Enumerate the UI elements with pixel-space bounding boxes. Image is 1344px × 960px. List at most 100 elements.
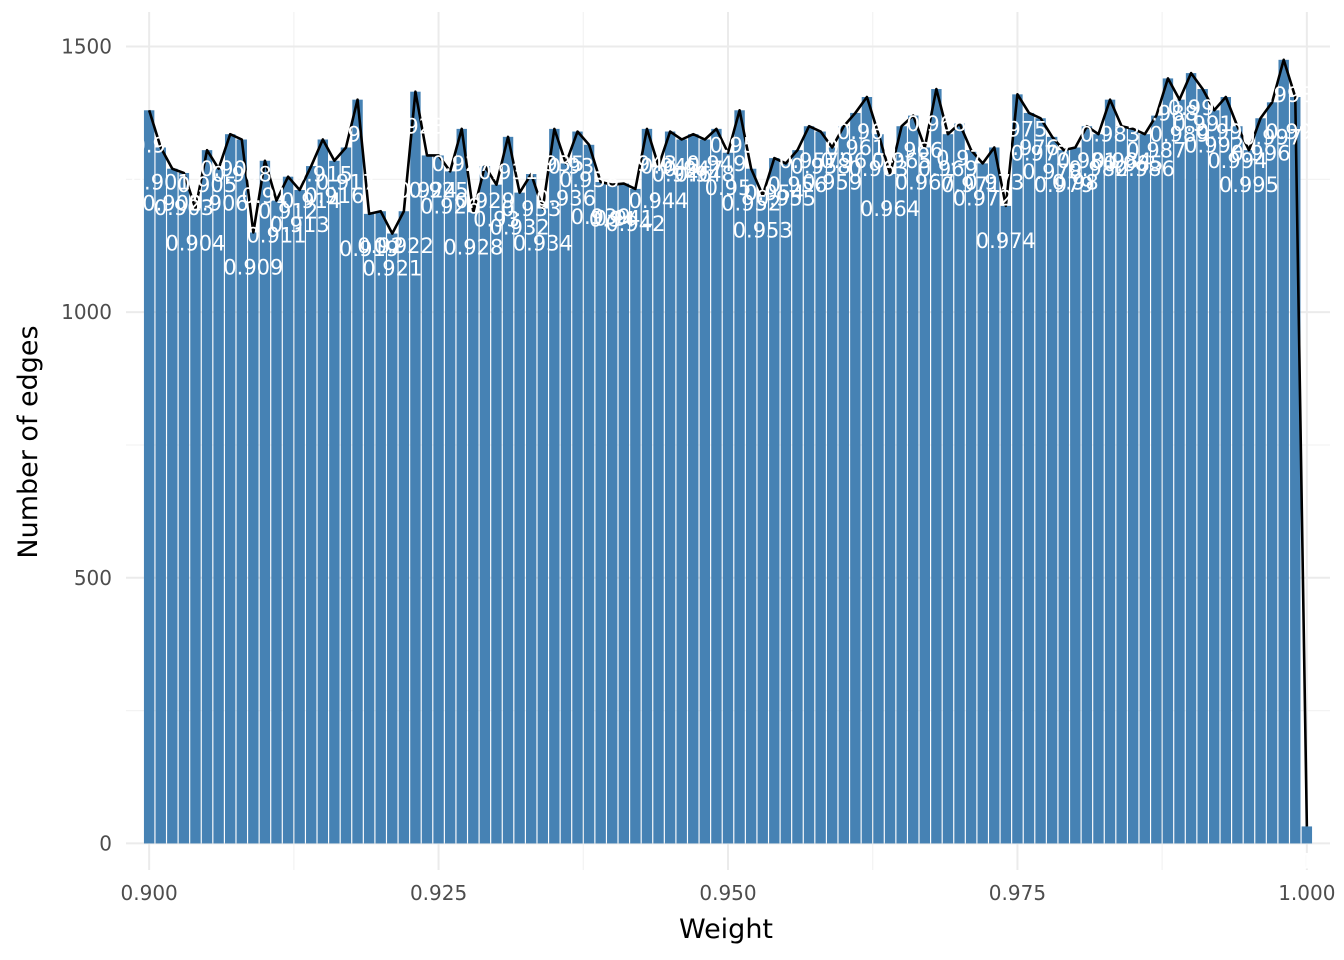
bar-label: 0.978 [1022,160,1082,184]
bar-label: 0.966 [883,139,943,163]
bar-label: 0.975 [987,117,1047,141]
bar [213,168,224,844]
bar [502,136,514,844]
bar [259,160,271,844]
bar [757,195,768,844]
bar [850,112,861,844]
bar-label: 0.94 [589,208,636,232]
x-axis-ticks: 0.900 0.925 0.950 0.975 1.000 [121,881,1336,905]
x-tick-label: 0.925 [410,881,467,905]
bar-label: 0.947 [663,157,723,181]
bar-label: 0.949 [686,152,746,176]
bar-label: 0.931 [478,160,538,184]
bar [1116,126,1127,844]
bar [410,91,421,844]
bar-label: 0.935 [524,152,584,176]
bar [352,99,363,844]
bar [398,211,410,844]
bar [965,150,977,844]
bar [630,188,641,844]
bar [1000,205,1012,844]
bar-label: 0.994 [1207,149,1267,173]
bar-label: 0.939 [571,205,631,229]
bar [282,176,294,844]
bar [1081,126,1093,844]
bar [1151,115,1162,844]
bar-label: 0.951 [710,133,770,157]
bar [664,131,676,844]
bar [1278,59,1289,844]
bar [1243,150,1255,844]
bar [908,115,919,844]
bar-label: 0.913 [270,213,330,237]
bar-label: 0.938 [559,168,619,192]
bar-label: 0.955 [756,186,816,210]
bar [1301,826,1313,844]
bar [826,147,838,844]
bar-label: 0.948 [675,163,735,187]
bar-label: 0.91 [242,184,289,208]
bar-label: 0.944 [628,189,688,213]
bar-label: 0.902 [142,192,202,216]
bar [363,213,375,844]
bar [688,134,699,844]
bar [954,123,965,844]
bar-label: 0.911 [246,224,306,248]
bar [769,158,780,844]
bar [1162,78,1174,844]
bar-label: 0.942 [605,212,665,236]
bar-label: 0.95 [705,176,752,200]
bar-label: 0.921 [362,257,422,281]
bar-label: 0.93 [473,208,520,232]
bar [1290,97,1301,844]
bar-label: 0.961 [825,136,885,160]
bar-label: 0.912 [258,200,318,224]
bar [1070,147,1081,844]
bar-label: 0.973 [964,170,1024,194]
bar [977,163,988,844]
bar-label: 0.952 [721,192,781,216]
bar [641,128,653,844]
bar-label: 0.979 [1034,173,1094,197]
bar [676,139,687,844]
bar [1185,73,1197,844]
bar [549,128,560,844]
bar-labels-layer: 0.90.9010.9020.9030.9040.9050.9060.9070.… [131,83,1326,874]
bar-label: 0.943 [617,152,677,176]
bar [329,160,340,844]
bar-label: 0.907 [200,157,260,181]
bar-label: 0.957 [779,149,839,173]
bar [861,97,873,844]
bar-label: 0.97 [936,147,983,171]
bar [1023,112,1035,844]
bar [514,192,525,844]
bar [271,200,282,844]
x-tick-label: 1.000 [1278,881,1335,905]
bar-label: 0.918 [327,123,387,147]
bar-label: 0.915 [293,163,353,187]
bar-label: 0.925 [409,178,469,202]
bar [444,171,456,844]
count-trend-line [147,58,1309,827]
bar [815,131,826,844]
bar-label: 1 [1300,849,1313,873]
bar [1139,134,1150,844]
bar-label: 0.934 [513,232,573,256]
bar [873,134,884,844]
bar-label: 0.995 [1219,173,1279,197]
bar [884,174,896,844]
bar [560,163,572,844]
bar-label: 0.9 [132,133,165,157]
bar-label: 0.936 [536,186,596,210]
bar-label: 0.929 [455,189,515,213]
y-axis-title: Number of edges [13,325,44,558]
bar [583,144,595,844]
bar-label: 0.932 [490,216,550,240]
bar [1266,102,1278,844]
bar-label: 0.941 [594,207,654,231]
bar-label: 0.969 [918,157,978,181]
bar-label: 0.953 [733,218,793,242]
bar [479,166,491,844]
bar [919,147,931,844]
